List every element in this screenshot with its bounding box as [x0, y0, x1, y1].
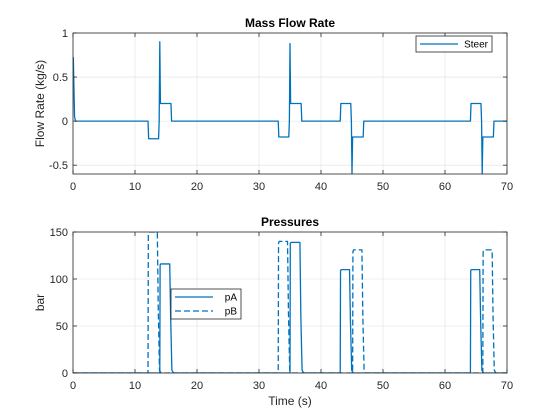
y-tick-label: 1	[62, 28, 68, 40]
chart-title: Mass Flow Rate	[245, 16, 335, 30]
x-tick-label: 20	[191, 380, 203, 392]
x-tick-label: 20	[191, 181, 203, 193]
y-tick-label: 0	[62, 368, 68, 380]
x-tick-label: 70	[501, 380, 513, 392]
x-tick-label: 60	[439, 380, 451, 392]
x-tick-label: 10	[129, 380, 141, 392]
axes-box	[72, 32, 508, 175]
plot-lines	[73, 232, 507, 373]
tick-marks	[72, 32, 508, 174]
legend-label-pb: pB	[225, 307, 238, 318]
y-tick-label: 0.5	[53, 72, 68, 84]
legend: Steer	[415, 35, 493, 53]
y-tick-label: 100	[50, 274, 68, 286]
y-tick-label: 50	[56, 321, 68, 333]
x-axis-label: Time (s)	[268, 394, 312, 408]
legend-label-steer: Steer	[464, 40, 489, 51]
legend: pA pB	[170, 288, 242, 320]
y-axis-label: Flow Rate (kg/s)	[33, 60, 47, 147]
x-tick-label: 40	[315, 380, 327, 392]
x-tick-label: 10	[129, 181, 141, 193]
x-tick-label: 70	[501, 181, 513, 193]
x-tick-label: 50	[377, 181, 389, 193]
y-tick-label: 150	[50, 227, 68, 239]
legend-box	[170, 288, 242, 320]
x-tick-label: 30	[253, 181, 265, 193]
x-tick-label: 40	[315, 181, 327, 193]
y-tick-labels: 0 50 100 150	[50, 227, 68, 380]
series-line-steer	[73, 41, 507, 174]
x-tick-labels: 0 10 20 30 40 50 60 70	[70, 181, 513, 193]
series-line-pa	[73, 241, 507, 373]
axes-mass-flow-rate: 0 10 20 30 40 50 60 70 -0.500.51 Mass Flow Rate…	[33, 16, 513, 193]
legend-label-pa: pA	[225, 293, 238, 304]
plot-lines	[73, 41, 507, 174]
y-axis-label: bar	[33, 294, 47, 311]
x-tick-label: 0	[70, 380, 76, 392]
axes-box	[72, 231, 508, 374]
y-tick-labels: -0.5 0 0.5 1	[49, 28, 68, 172]
x-tick-labels: 0 10 20 30 40 50 60 70	[70, 380, 513, 392]
chart-title: Pressures	[261, 215, 319, 229]
tick-marks	[72, 231, 508, 374]
x-tick-label: 0	[70, 181, 76, 193]
x-tick-label: 50	[377, 380, 389, 392]
x-tick-label: 60	[439, 181, 451, 193]
x-tick-label: 30	[253, 380, 265, 392]
y-tick-label: -0.5	[49, 160, 68, 172]
y-tick-label: 0	[62, 116, 68, 128]
